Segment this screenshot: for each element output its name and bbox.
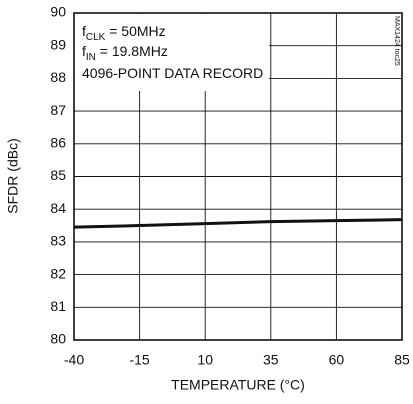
side-label: MAX1424 toc25 xyxy=(393,16,400,66)
annotation-part: = 50MHz xyxy=(105,23,165,39)
y-tick-label: 87 xyxy=(50,102,66,118)
y-tick-label: 88 xyxy=(50,69,66,85)
annotation: fCLK = 50MHz xyxy=(82,23,166,43)
x-axis-title: TEMPERATURE (°C) xyxy=(171,377,305,393)
x-tick-label: 35 xyxy=(263,352,279,368)
y-tick-label: 80 xyxy=(50,331,66,347)
x-tick-label: -15 xyxy=(129,352,149,368)
y-tick-label: 89 xyxy=(50,36,66,52)
y-tick-label: 84 xyxy=(50,200,66,216)
y-tick-label: 81 xyxy=(50,298,66,314)
annotation: fIN = 19.8MHz xyxy=(82,43,168,63)
y-tick-label: 85 xyxy=(50,167,66,183)
x-tick-label: 85 xyxy=(394,352,410,368)
x-tick-label: 60 xyxy=(329,352,345,368)
x-tick-label: 10 xyxy=(197,352,213,368)
annotation-part: = 19.8MHz xyxy=(96,43,168,59)
plot-frame xyxy=(73,12,403,341)
y-tick-label: 83 xyxy=(50,233,66,249)
annotation-box xyxy=(75,14,269,91)
annotation-sub: CLK xyxy=(86,32,106,43)
y-axis-title: SFDR (dBc) xyxy=(5,138,21,213)
annotation-part: 4096-POINT DATA RECORD xyxy=(82,65,263,81)
annotation-part: f xyxy=(82,23,86,39)
annotation-part: f xyxy=(82,43,86,59)
x-tick-label: -40 xyxy=(64,352,84,368)
annotation-sub: IN xyxy=(86,52,96,63)
y-tick-label: 82 xyxy=(50,265,66,281)
y-tick-label: 90 xyxy=(50,4,66,20)
y-tick-label: 86 xyxy=(50,135,66,151)
annotation: 4096-POINT DATA RECORD xyxy=(82,65,263,81)
data-line xyxy=(73,218,403,229)
